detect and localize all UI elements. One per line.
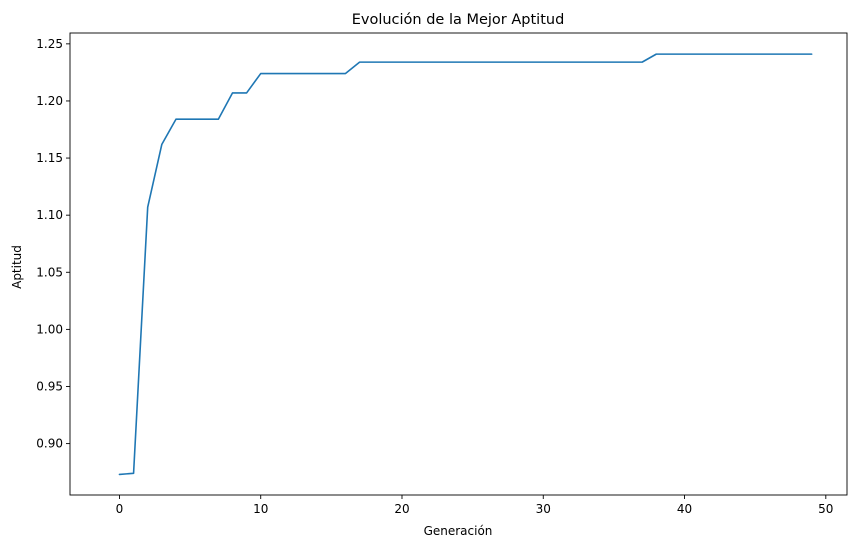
chart-title: Evolución de la Mejor Aptitud xyxy=(352,12,565,28)
y-tick-label: 1.10 xyxy=(36,208,63,222)
y-tick-label: 0.95 xyxy=(36,379,63,393)
x-tick-label: 10 xyxy=(253,502,268,516)
series-line-0 xyxy=(118,53,813,476)
y-tick-label: 1.25 xyxy=(36,37,63,51)
x-tick-label: 30 xyxy=(536,502,551,516)
x-tick-label: 50 xyxy=(818,502,833,516)
x-tick-label: 0 xyxy=(116,502,124,516)
y-tick-label: 1.00 xyxy=(36,322,63,336)
y-axis-label: Aptitud xyxy=(10,245,24,289)
x-tick-label: 40 xyxy=(677,502,692,516)
y-tick-label: 1.20 xyxy=(36,94,63,108)
y-axis: 0.90 0.95 1.00 1.05 1.10 1.15 1.20 1.25 xyxy=(36,37,70,451)
y-tick-label: 1.15 xyxy=(36,151,63,165)
plot-area xyxy=(69,32,848,496)
x-axis: 0 10 20 30 40 50 xyxy=(116,495,833,516)
y-tick-label: 0.90 xyxy=(36,437,63,451)
y-tick-label: 1.05 xyxy=(36,265,63,279)
x-tick-label: 20 xyxy=(394,502,409,516)
x-axis-label: Generación xyxy=(424,524,493,538)
plot-frame xyxy=(69,32,848,496)
